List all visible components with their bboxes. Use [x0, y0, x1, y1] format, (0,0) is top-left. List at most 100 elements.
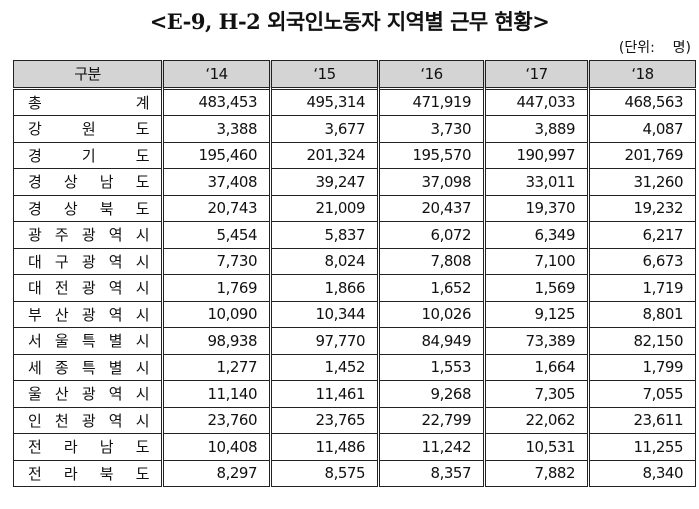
cell-value: 19,232 [588, 194, 696, 222]
cell-value: 5,837 [270, 221, 380, 249]
cell-value: 1,719 [588, 274, 696, 302]
row-label: 서 울 특 별 시 [13, 327, 164, 355]
row-label: 세 종 특 별 시 [13, 353, 164, 381]
cell-value: 22,062 [484, 406, 590, 434]
row-label: 전 라 남 도 [13, 433, 164, 461]
table-row: 강 원 도 3,388 3,677 3,730 3,889 4,087 [13, 115, 696, 143]
cell-value: 37,408 [162, 168, 272, 196]
cell-value: 11,140 [162, 380, 272, 408]
cell-value: 7,055 [588, 380, 696, 408]
row-label: 강 원 도 [13, 115, 164, 143]
row-label: 부 산 광 역 시 [13, 300, 164, 328]
cell-value: 10,090 [162, 300, 272, 328]
cell-value: 37,098 [378, 168, 486, 196]
row-label: 경 상 남 도 [13, 168, 164, 196]
unit-label: (단위: 명) [618, 40, 691, 56]
cell-value: 22,799 [378, 406, 486, 434]
table-row: 전 라 남 도 10,408 11,486 11,242 10,531 11,255 [13, 433, 696, 461]
cell-value: 8,575 [270, 459, 380, 487]
cell-value: 5,454 [162, 221, 272, 249]
cell-value: 10,026 [378, 300, 486, 328]
row-label: 광 주 광 역 시 [13, 221, 164, 249]
cell-value: 195,570 [378, 141, 486, 169]
header-row: 구분 ‘14 ‘15 ‘16 ‘17 ‘18 [13, 60, 696, 89]
cell-value: 8,024 [270, 247, 380, 275]
row-label: 대 전 광 역 시 [13, 274, 164, 302]
table-row: 경 상 남 도 37,408 39,247 37,098 33,011 31,260 [13, 168, 696, 196]
table-row: 세 종 특 별 시 1,277 1,452 1,553 1,664 1,799 [13, 353, 696, 381]
cell-value: 6,349 [484, 221, 590, 249]
cell-value: 8,357 [378, 459, 486, 487]
cell-value: 11,255 [588, 433, 696, 461]
cell-value: 447,033 [484, 87, 590, 116]
cell-value: 23,765 [270, 406, 380, 434]
header-category: 구분 [13, 60, 164, 89]
cell-value: 20,743 [162, 194, 272, 222]
header-year: ‘16 [378, 60, 486, 89]
row-label: 경 상 북 도 [13, 194, 164, 222]
cell-value: 11,486 [270, 433, 380, 461]
cell-value: 468,563 [588, 87, 696, 116]
row-label: 전 라 북 도 [13, 459, 164, 487]
cell-value: 7,730 [162, 247, 272, 275]
cell-value: 6,217 [588, 221, 696, 249]
cell-value: 20,437 [378, 194, 486, 222]
cell-value: 7,305 [484, 380, 590, 408]
cell-value: 31,260 [588, 168, 696, 196]
cell-value: 1,769 [162, 274, 272, 302]
table-row: 대 전 광 역 시 1,769 1,866 1,652 1,569 1,719 [13, 274, 696, 302]
table-row: 총 계 483,453 495,314 471,919 447,033 468,563 [13, 87, 696, 116]
cell-value: 7,100 [484, 247, 590, 275]
cell-value: 10,531 [484, 433, 590, 461]
cell-value: 19,370 [484, 194, 590, 222]
cell-value: 10,344 [270, 300, 380, 328]
cell-value: 9,125 [484, 300, 590, 328]
cell-value: 1,553 [378, 353, 486, 381]
table-row: 울 산 광 역 시 11,140 11,461 9,268 7,305 7,055 [13, 380, 696, 408]
header-year: ‘17 [484, 60, 590, 89]
cell-value: 201,769 [588, 141, 696, 169]
cell-value: 7,882 [484, 459, 590, 487]
cell-value: 1,452 [270, 353, 380, 381]
cell-value: 3,730 [378, 115, 486, 143]
cell-value: 471,919 [378, 87, 486, 116]
cell-value: 1,569 [484, 274, 590, 302]
row-label: 울 산 광 역 시 [13, 380, 164, 408]
cell-value: 8,297 [162, 459, 272, 487]
document-title: <E-9, H-2 외국인노동자 지역별 근무 현황> [149, 9, 550, 34]
table-row: 인 천 광 역 시 23,760 23,765 22,799 22,062 23,611 [13, 406, 696, 434]
cell-value: 8,801 [588, 300, 696, 328]
cell-value: 97,770 [270, 327, 380, 355]
regional-workers-table: 구분 ‘14 ‘15 ‘16 ‘17 ‘18 총 계 483,453 495,314 471,9… [13, 60, 696, 487]
cell-value: 6,072 [378, 221, 486, 249]
row-label: 인 천 광 역 시 [13, 406, 164, 434]
cell-value: 39,247 [270, 168, 380, 196]
cell-value: 1,866 [270, 274, 380, 302]
cell-value: 3,388 [162, 115, 272, 143]
cell-value: 33,011 [484, 168, 590, 196]
cell-value: 1,664 [484, 353, 590, 381]
row-label: 총 계 [13, 87, 164, 116]
table-row: 전 라 북 도 8,297 8,575 8,357 7,882 8,340 [13, 459, 696, 487]
cell-value: 9,268 [378, 380, 486, 408]
table-row: 서 울 특 별 시 98,938 97,770 84,949 73,389 82,150 [13, 327, 696, 355]
header-year: ‘18 [588, 60, 696, 89]
cell-value: 4,087 [588, 115, 696, 143]
cell-value: 3,889 [484, 115, 590, 143]
table-row: 경 기 도 195,460 201,324 195,570 190,997 201,769 [13, 141, 696, 169]
cell-value: 23,611 [588, 406, 696, 434]
cell-value: 21,009 [270, 194, 380, 222]
cell-value: 1,277 [162, 353, 272, 381]
cell-value: 10,408 [162, 433, 272, 461]
cell-value: 3,677 [270, 115, 380, 143]
header-year: ‘15 [270, 60, 380, 89]
cell-value: 1,799 [588, 353, 696, 381]
table-row: 광 주 광 역 시 5,454 5,837 6,072 6,349 6,217 [13, 221, 696, 249]
table-row: 대 구 광 역 시 7,730 8,024 7,808 7,100 6,673 [13, 247, 696, 275]
cell-value: 84,949 [378, 327, 486, 355]
table-row: 경 상 북 도 20,743 21,009 20,437 19,370 19,232 [13, 194, 696, 222]
row-label: 대 구 광 역 시 [13, 247, 164, 275]
cell-value: 6,673 [588, 247, 696, 275]
cell-value: 73,389 [484, 327, 590, 355]
cell-value: 82,150 [588, 327, 696, 355]
